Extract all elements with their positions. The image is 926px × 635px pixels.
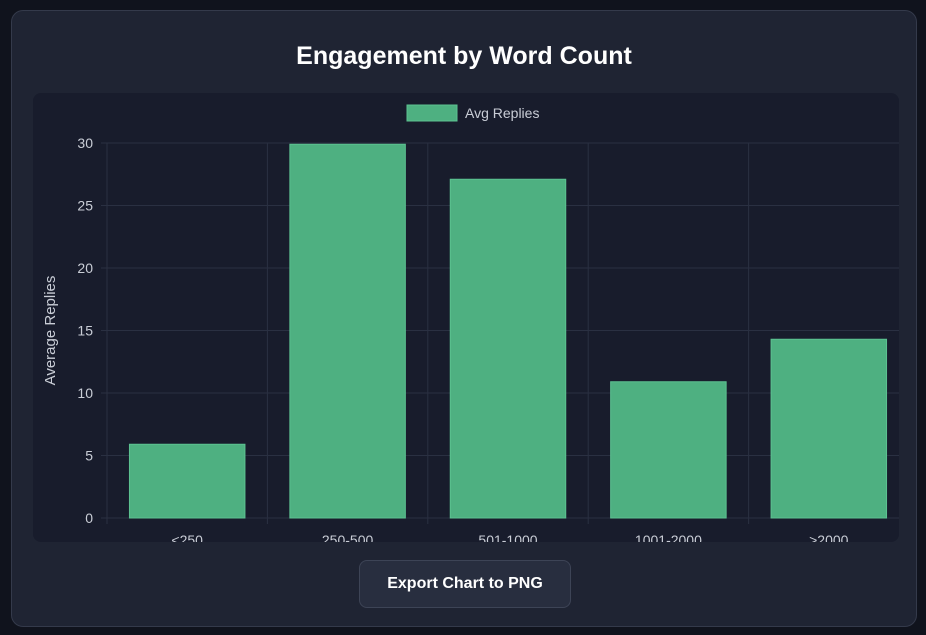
export-chart-button[interactable]: Export Chart to PNG <box>359 560 571 608</box>
bar-1 <box>128 443 246 519</box>
y-tick-label: 10 <box>77 385 93 401</box>
y-tick-label: 5 <box>85 448 93 464</box>
bar-4 <box>610 381 727 519</box>
x-tick-label: <250 <box>171 532 203 542</box>
x-tick-label: 1001-2000 <box>635 532 702 542</box>
chart-area: 0 5 10 15 20 25 30 <250 250-500 501-1000 1001-2000… <box>33 93 899 542</box>
y-tick-label: 15 <box>77 323 93 339</box>
bar-chart: 0 5 10 15 20 25 30 <250 250-500 501-1000 1001-2000… <box>42 104 899 542</box>
x-tick-label: 250-500 <box>322 532 374 542</box>
bar-3 <box>449 178 567 519</box>
chart-title: Engagement by Word Count <box>296 42 632 70</box>
y-axis-title: Average Replies <box>42 276 59 386</box>
legend-label: Avg Replies <box>465 105 539 121</box>
x-tick-label: >2000 <box>809 532 849 542</box>
chart-card: Engagement by Word Count 0 5 10 15 20 25 30 <25… <box>11 10 917 627</box>
bar-5 <box>770 338 888 519</box>
legend-swatch <box>406 104 458 122</box>
y-tick-label: 0 <box>85 510 93 526</box>
bar-2 <box>289 143 406 519</box>
y-tick-label: 20 <box>77 260 93 276</box>
x-tick-label: 501-1000 <box>478 532 537 542</box>
y-tick-label: 30 <box>77 135 93 151</box>
y-tick-label: 25 <box>77 198 93 214</box>
